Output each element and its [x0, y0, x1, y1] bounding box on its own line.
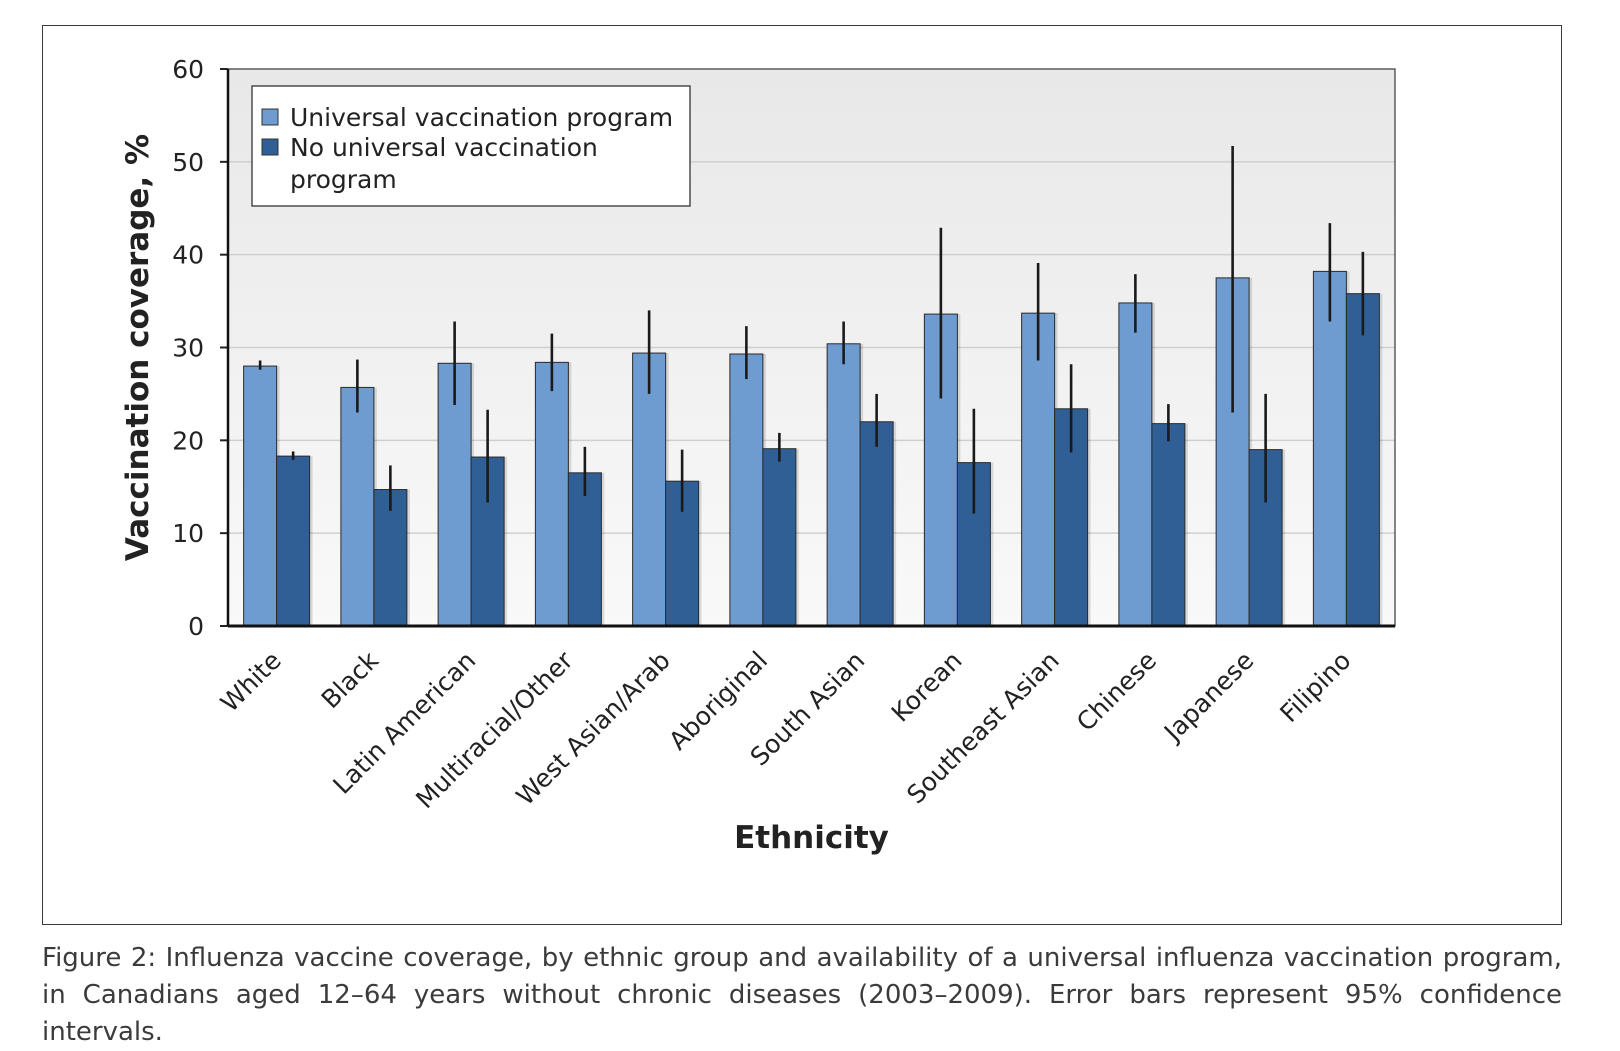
- y-tick-label: 60: [172, 55, 204, 84]
- legend-swatch-universal: [261, 108, 279, 126]
- bar-universal: [1118, 302, 1153, 627]
- axes: [226, 68, 1396, 628]
- bar-universal: [729, 353, 764, 627]
- figure-caption: Figure 2: Influenza vaccine coverage, by…: [42, 943, 1562, 1047]
- category-label: Korean: [886, 646, 968, 728]
- legend: Universal vaccination program No univers…: [251, 85, 691, 207]
- bar-no-universal: [567, 472, 602, 627]
- error-bars: [258, 146, 1365, 514]
- y-tick-label: 50: [172, 148, 204, 177]
- category-label: Filipino: [1274, 646, 1356, 728]
- x-axis-title: Ethnicity: [734, 820, 889, 856]
- legend-label-no-universal: No universal vaccination program: [290, 133, 598, 194]
- bar-universal: [826, 343, 861, 627]
- y-tick-label: 0: [188, 612, 204, 641]
- bar-no-universal: [1345, 293, 1380, 627]
- y-tick-label: 10: [172, 519, 204, 548]
- y-tick-label: 40: [172, 241, 204, 270]
- y-tick-label: 30: [172, 334, 204, 363]
- bar-universal: [632, 352, 667, 627]
- bars: [243, 270, 1383, 627]
- bar-universal: [1312, 270, 1347, 627]
- legend-box: [251, 85, 691, 207]
- bar-no-universal: [859, 421, 894, 627]
- y-axis-title: Vaccination coverage, %: [120, 134, 156, 561]
- bar-universal: [534, 361, 569, 627]
- legend-label-universal: Universal vaccination program: [290, 103, 673, 132]
- bar-no-universal: [1151, 423, 1186, 627]
- bar-no-universal: [762, 448, 797, 627]
- category-label: Japanese: [1157, 646, 1259, 748]
- category-label: White: [215, 646, 287, 718]
- y-axis-ticks: 0 10 20 30 40 50 60: [172, 55, 228, 641]
- category-label: Chinese: [1071, 646, 1162, 737]
- bar-universal: [437, 362, 472, 627]
- bar-universal: [243, 365, 278, 627]
- category-label: Black: [316, 645, 385, 714]
- bar-no-universal: [373, 489, 408, 627]
- legend-swatch-no-universal: [261, 138, 279, 156]
- y-tick-label: 20: [172, 426, 204, 455]
- bar-universal: [340, 386, 375, 627]
- bar-no-universal: [276, 455, 311, 627]
